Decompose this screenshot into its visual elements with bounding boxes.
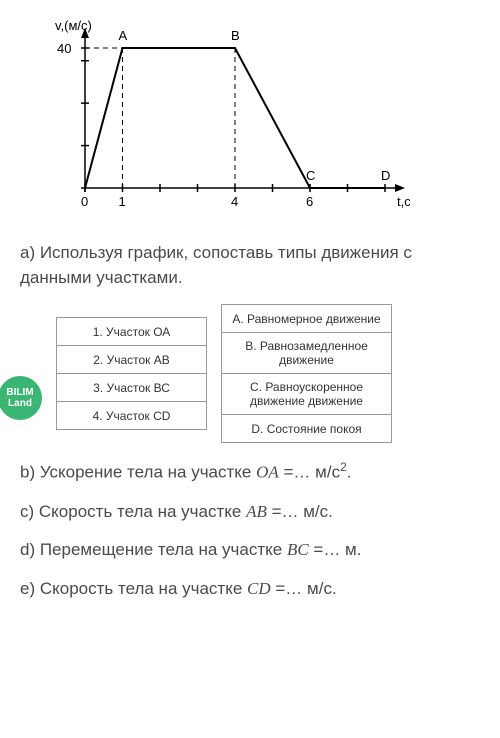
q-b-pre: b) Ускорение тела на участке	[20, 463, 256, 482]
q-b-sup: 2	[340, 460, 347, 474]
svg-text:40: 40	[57, 41, 71, 56]
svg-text:v,(м/с): v,(м/с)	[55, 18, 92, 33]
question-d: d) Перемещение тела на участке BC =… м.	[20, 538, 480, 563]
matching-tables: BILIM Land 1. Участок ОА 2. Участок АВ 3…	[20, 304, 480, 443]
velocity-time-chart: v,(м/с) 40 0 1 4 6 t,с A B C D	[30, 18, 480, 223]
svg-text:D: D	[381, 168, 390, 183]
svg-text:A: A	[119, 28, 128, 43]
segment-cell: 3. Участок ВС	[57, 374, 207, 402]
q-d-var: BC	[287, 540, 309, 559]
type-cell: A. Равномерное движение	[222, 305, 392, 333]
question-a: a) Используя график, сопоставь типы движ…	[20, 241, 480, 290]
motion-types-table: A. Равномерное движение B. Равнозамедлен…	[221, 304, 392, 443]
q-c-post: =… м/с.	[267, 502, 333, 521]
segment-cell: 4. Участок CD	[57, 402, 207, 430]
question-e: e) Скорость тела на участке CD =… м/с.	[20, 577, 480, 602]
question-b: b) Ускорение тела на участке OA =… м/с2.	[20, 459, 480, 485]
badge-line2: Land	[8, 398, 32, 409]
type-cell: C. Равноускоренное движение движение	[222, 374, 392, 415]
q-b-unit: с	[332, 463, 341, 482]
segments-table: 1. Участок ОА 2. Участок АВ 3. Участок В…	[56, 317, 207, 430]
type-cell: B. Равнозамедленное движение	[222, 333, 392, 374]
bilim-badge: BILIM Land	[0, 376, 42, 420]
segment-cell: 2. Участок АВ	[57, 346, 207, 374]
q-d-post: =… м.	[309, 540, 362, 559]
svg-text:1: 1	[119, 194, 126, 209]
q-b-mid: =… м/	[279, 463, 332, 482]
type-cell: D. Состояние покоя	[222, 415, 392, 443]
svg-text:0: 0	[81, 194, 88, 209]
q-c-var: AB	[246, 502, 267, 521]
svg-text:6: 6	[306, 194, 313, 209]
q-b-post: .	[347, 463, 352, 482]
q-d-pre: d) Перемещение тела на участке	[20, 540, 287, 559]
q-e-var: CD	[247, 579, 271, 598]
q-b-var: OA	[256, 463, 279, 482]
q-e-post: =… м/с.	[271, 579, 337, 598]
q-e-pre: e) Скорость тела на участке	[20, 579, 247, 598]
svg-text:C: C	[306, 168, 315, 183]
svg-text:B: B	[231, 28, 240, 43]
badge-line1: BILIM	[6, 387, 33, 398]
svg-text:t,с: t,с	[397, 194, 410, 209]
svg-text:4: 4	[231, 194, 238, 209]
q-c-pre: c) Скорость тела на участке	[20, 502, 246, 521]
question-c: c) Скорость тела на участке AB =… м/с.	[20, 500, 480, 525]
segment-cell: 1. Участок ОА	[57, 318, 207, 346]
